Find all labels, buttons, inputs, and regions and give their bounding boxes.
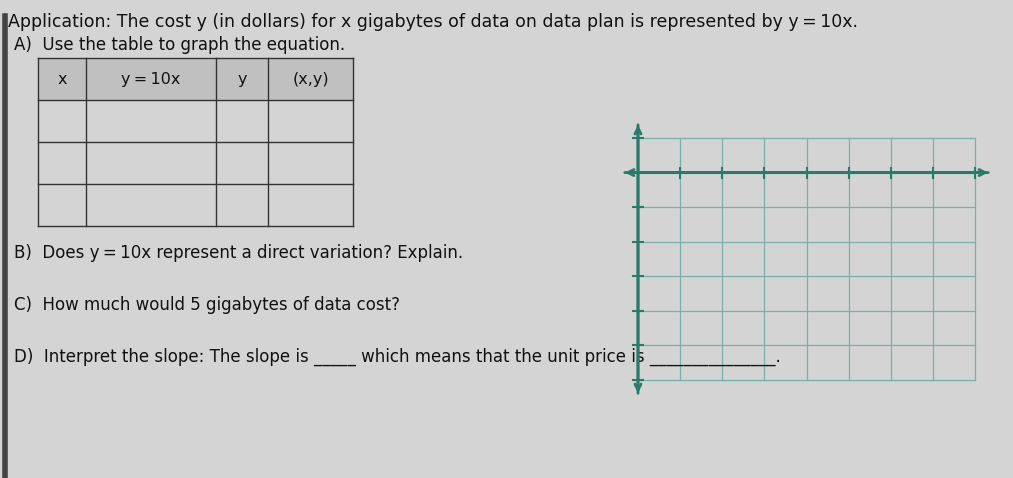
Text: y: y — [237, 72, 247, 87]
Text: Application: The cost y (in dollars) for x gigabytes of data on data plan is rep: Application: The cost y (in dollars) for… — [8, 13, 858, 31]
Text: B)  Does y = 10x represent a direct variation? Explain.: B) Does y = 10x represent a direct varia… — [14, 244, 463, 262]
Text: y = 10x: y = 10x — [122, 72, 180, 87]
Text: C)  How much would 5 gigabytes of data cost?: C) How much would 5 gigabytes of data co… — [14, 296, 400, 314]
Bar — [38, 58, 353, 100]
Text: A)  Use the table to graph the equation.: A) Use the table to graph the equation. — [14, 36, 345, 54]
Text: (x,y): (x,y) — [292, 72, 329, 87]
Text: x: x — [58, 72, 67, 87]
Text: D)  Interpret the slope: The slope is _____ which means that the unit price is _: D) Interpret the slope: The slope is ___… — [14, 348, 781, 366]
